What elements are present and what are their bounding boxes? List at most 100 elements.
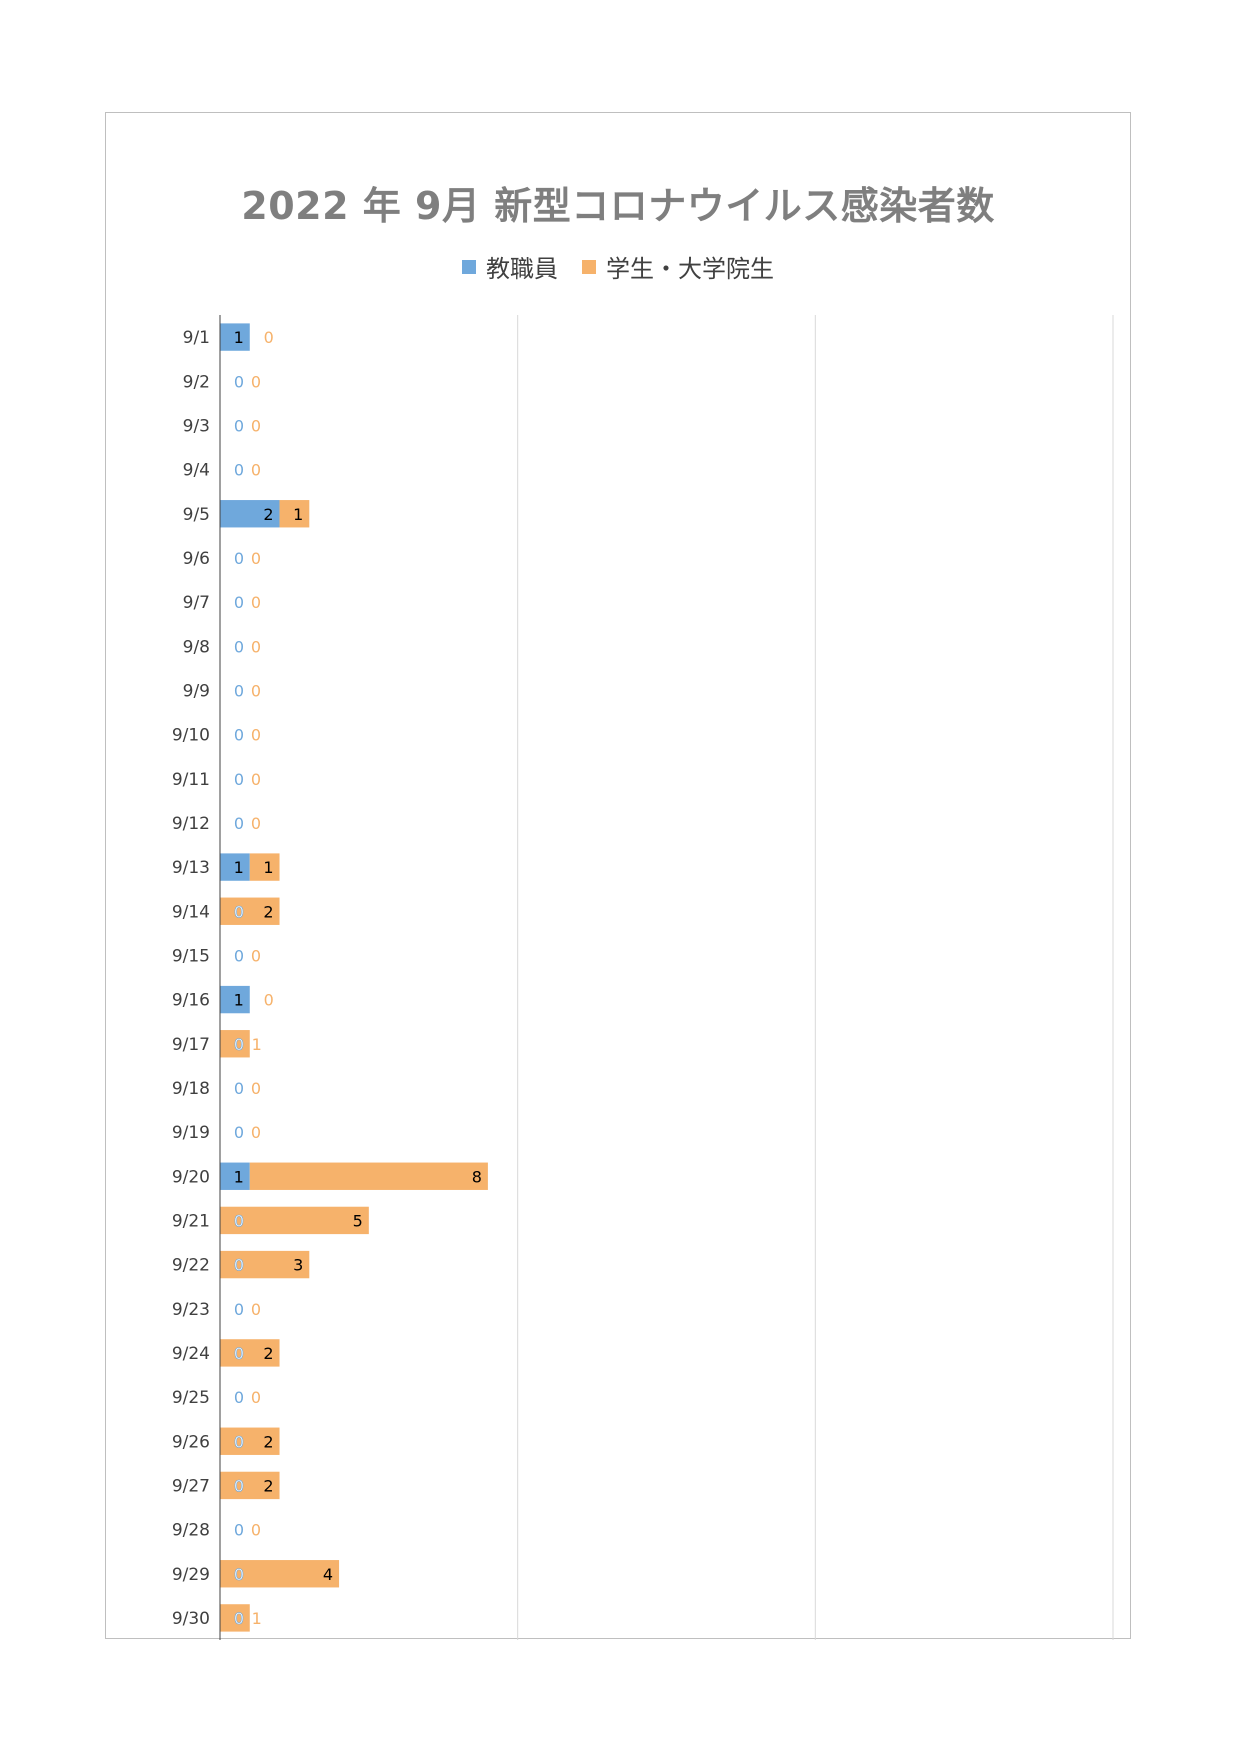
- bar-staff: [220, 853, 250, 881]
- legend-label-staff: 教職員: [486, 255, 558, 283]
- data-label-staff: 0: [234, 549, 244, 568]
- y-tick-label: 9/4: [183, 461, 210, 481]
- data-label-staff: 0: [234, 1521, 244, 1540]
- y-tick-label: 9/23: [172, 1300, 210, 1320]
- data-label-students: 2: [263, 1432, 273, 1451]
- bar-students: [220, 1339, 280, 1367]
- data-label-staff: 0: [234, 1344, 244, 1363]
- data-label-students: 0: [264, 991, 274, 1010]
- data-label-students: 0: [251, 637, 261, 656]
- data-label-students: 1: [263, 858, 273, 877]
- data-label-staff: 0: [234, 637, 244, 656]
- bar-students: [220, 1427, 280, 1455]
- bar-students: [220, 1030, 250, 1058]
- y-tick-label: 9/7: [183, 593, 210, 613]
- data-label-staff: 0: [234, 1565, 244, 1584]
- data-label-staff: 0: [234, 1079, 244, 1098]
- bar-students: [279, 500, 310, 528]
- data-label-students: 0: [251, 1079, 261, 1098]
- data-label-students: 5: [353, 1211, 363, 1230]
- data-label-staff: 0: [234, 770, 244, 789]
- data-label-students: 0: [251, 726, 261, 745]
- data-label-students: 0: [251, 1521, 261, 1540]
- y-tick-label: 9/12: [172, 814, 210, 834]
- y-tick-label: 9/18: [172, 1079, 210, 1099]
- bar-students: [249, 1162, 488, 1190]
- data-label-staff: 0: [234, 681, 244, 700]
- data-label-staff: 0: [234, 1211, 244, 1230]
- y-tick-label: 9/22: [172, 1256, 210, 1276]
- y-tick-label: 9/26: [172, 1432, 210, 1452]
- chart-title: 2022 年 9月 新型コロナウイルス感染者数: [241, 184, 995, 228]
- y-tick-label: 9/16: [172, 991, 210, 1011]
- data-label-staff: 0: [234, 1609, 244, 1628]
- data-label-students: 0: [251, 1123, 261, 1142]
- bar-staff: [220, 500, 280, 528]
- data-label-staff: 2: [263, 505, 273, 524]
- y-tick-label: 9/3: [183, 416, 210, 436]
- legend-swatch-staff: [462, 259, 476, 274]
- data-label-staff: 0: [234, 1035, 244, 1054]
- data-label-staff: 0: [234, 1388, 244, 1407]
- y-tick-label: 9/29: [172, 1565, 210, 1585]
- bar-students: [220, 897, 280, 925]
- data-label-staff: 0: [234, 1256, 244, 1275]
- data-label-staff: 0: [234, 1432, 244, 1451]
- data-label-staff: 0: [234, 902, 244, 921]
- data-label-students: 1: [252, 1035, 262, 1054]
- y-tick-label: 9/24: [172, 1344, 210, 1364]
- y-tick-label: 9/30: [172, 1609, 210, 1629]
- data-label-staff: 1: [234, 858, 244, 877]
- data-label-staff: 0: [234, 726, 244, 745]
- data-label-staff: 0: [234, 416, 244, 435]
- y-tick-label: 9/25: [172, 1388, 210, 1408]
- data-label-students: 0: [251, 593, 261, 612]
- bar-students: [220, 1206, 369, 1235]
- data-label-students: 0: [251, 372, 261, 391]
- bar-students: [220, 1604, 250, 1632]
- data-label-students: 1: [293, 505, 303, 524]
- data-label-staff: 0: [234, 461, 244, 480]
- data-label-staff: 0: [234, 593, 244, 612]
- y-tick-label: 9/27: [172, 1476, 210, 1496]
- data-label-students: 2: [263, 902, 273, 921]
- data-label-staff: 0: [234, 1300, 244, 1319]
- data-label-students: 2: [263, 1344, 273, 1363]
- y-tick-label: 9/9: [183, 681, 210, 701]
- y-tick-label: 9/13: [172, 858, 210, 878]
- data-label-students: 1: [252, 1609, 262, 1628]
- y-tick-label: 9/19: [172, 1123, 210, 1143]
- legend-label-students: 学生・大学院生: [606, 255, 774, 283]
- y-tick-label: 9/17: [172, 1035, 210, 1055]
- y-tick-label: 9/1: [183, 328, 210, 348]
- data-label-students: 0: [251, 549, 261, 568]
- data-label-students: 0: [264, 328, 274, 347]
- data-label-students: 0: [251, 1300, 261, 1319]
- data-label-staff: 0: [234, 1123, 244, 1142]
- data-label-staff: 1: [234, 991, 244, 1010]
- data-label-students: 0: [251, 416, 261, 435]
- y-tick-label: 9/11: [172, 770, 210, 790]
- data-label-students: 8: [472, 1167, 482, 1186]
- y-tick-label: 9/20: [172, 1167, 210, 1187]
- legend-swatch-students: [582, 259, 596, 274]
- bar-students: [220, 1250, 310, 1279]
- data-label-students: 0: [251, 1388, 261, 1407]
- y-tick-label: 9/8: [183, 637, 210, 657]
- data-label-students: 0: [251, 946, 261, 965]
- data-label-staff: 0: [234, 946, 244, 965]
- data-label-students: 2: [263, 1476, 273, 1495]
- bar-students: [249, 853, 280, 881]
- y-tick-label: 9/15: [172, 946, 210, 966]
- y-tick-label: 9/10: [172, 726, 210, 746]
- legend: 教職員 学生・大学院生: [106, 249, 1130, 284]
- data-label-students: 4: [323, 1565, 333, 1584]
- data-label-students: 0: [251, 681, 261, 700]
- data-label-students: 3: [293, 1256, 303, 1275]
- bar-staff: [220, 323, 250, 351]
- data-label-students: 0: [251, 461, 261, 480]
- y-tick-label: 9/5: [183, 505, 210, 525]
- data-label-staff: 0: [234, 372, 244, 391]
- data-label-students: 0: [251, 770, 261, 789]
